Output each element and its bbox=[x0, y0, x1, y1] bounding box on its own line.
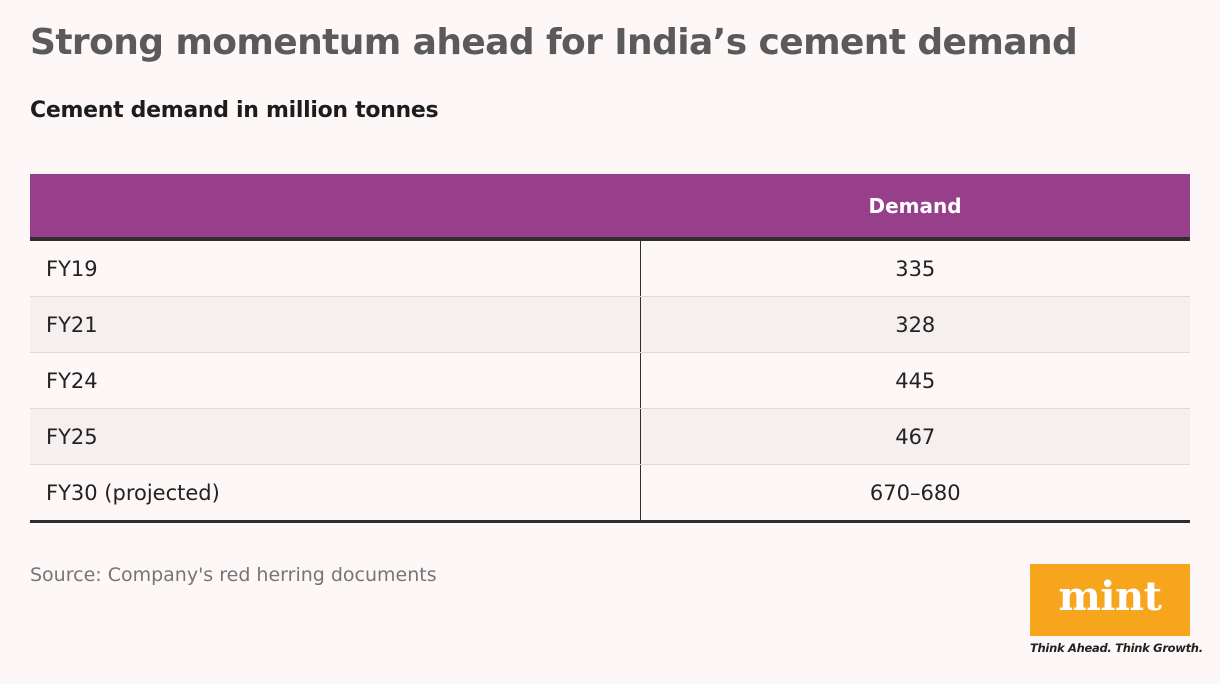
chart-title: Strong momentum ahead for India’s cement… bbox=[30, 22, 1078, 63]
data-table: Demand FY19 335 FY21 328 FY24 445 FY25 4… bbox=[30, 174, 1190, 523]
table-header-row: Demand bbox=[30, 174, 1190, 241]
mint-logo: mint bbox=[1030, 564, 1190, 636]
table-row: FY19 335 bbox=[30, 239, 1190, 297]
row-label: FY25 bbox=[30, 408, 641, 465]
column-header-label bbox=[30, 174, 640, 241]
logo-wordmark: mint bbox=[1058, 573, 1162, 620]
table-row: FY21 328 bbox=[30, 296, 1190, 353]
brand-tagline: Think Ahead. Think Growth. bbox=[1030, 641, 1203, 655]
row-value: 335 bbox=[640, 239, 1190, 297]
table-row: FY30 (projected) 670–680 bbox=[30, 464, 1190, 523]
chart-subtitle: Cement demand in million tonnes bbox=[30, 98, 439, 123]
table-row: FY25 467 bbox=[30, 408, 1190, 465]
row-label: FY30 (projected) bbox=[30, 464, 641, 523]
table-row: FY24 445 bbox=[30, 352, 1190, 409]
source-note: Source: Company's red herring documents bbox=[30, 564, 437, 586]
row-label: FY19 bbox=[30, 239, 641, 297]
row-value: 445 bbox=[640, 352, 1190, 409]
row-label: FY24 bbox=[30, 352, 641, 409]
row-value: 670–680 bbox=[640, 464, 1190, 523]
row-value: 467 bbox=[640, 408, 1190, 465]
data-table-container: Demand FY19 335 FY21 328 FY24 445 FY25 4… bbox=[30, 174, 1190, 523]
column-header-demand: Demand bbox=[640, 174, 1190, 241]
row-value: 328 bbox=[640, 296, 1190, 353]
row-label: FY21 bbox=[30, 296, 641, 353]
